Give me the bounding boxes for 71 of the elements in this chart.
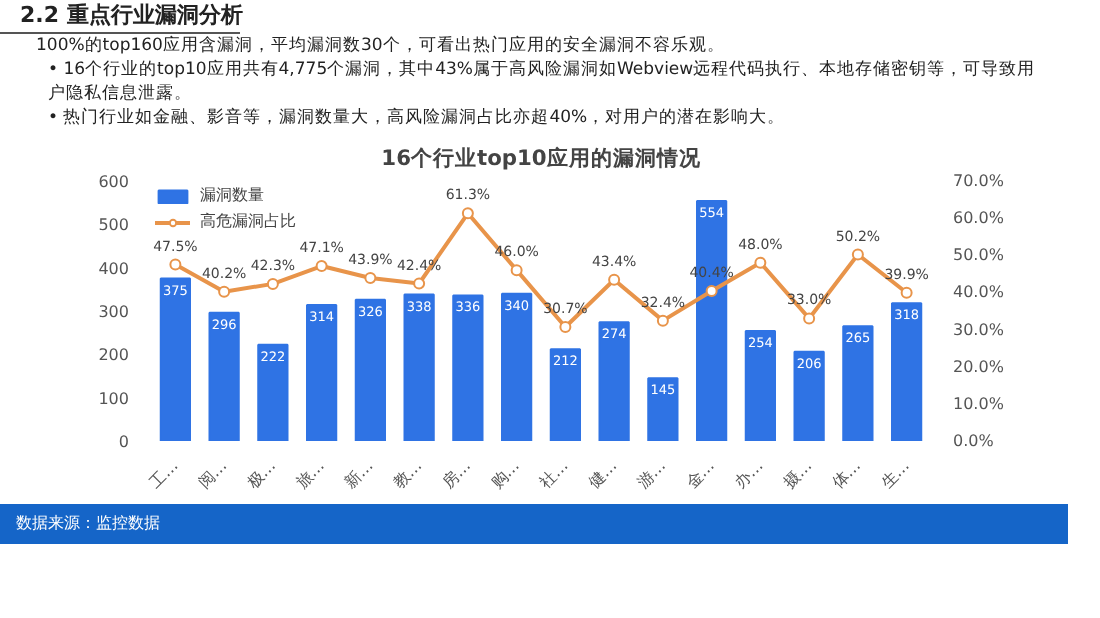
bar <box>501 293 533 442</box>
point <box>608 274 621 287</box>
text: • 16个行业的top10应用共有4,775个漏洞，其中43%属于高风险漏洞如Webview远程代码执行、本地存储密钥等，可导致用 <box>48 57 1036 82</box>
text: 2.2 重点行业漏洞分析 <box>20 0 243 32</box>
x-tick-label: 金… <box>682 457 718 493</box>
point <box>559 321 572 334</box>
point <box>266 278 279 291</box>
x-tick-label: 购… <box>487 457 523 493</box>
point <box>413 278 426 291</box>
text: 户隐私信息泄露。 <box>48 81 192 107</box>
bar <box>257 344 289 442</box>
point <box>851 249 864 262</box>
y-tick-label: 100 <box>98 390 130 409</box>
bar <box>549 348 581 442</box>
chart-title: 16个行业top10应用的漏洞情况 <box>381 145 703 172</box>
y2-tick-label: 60.0% <box>953 209 1005 228</box>
x-tick-label: 办… <box>731 457 767 493</box>
y2-tick-label: 0.0% <box>953 432 995 451</box>
x-tick-label: 教… <box>390 457 426 493</box>
x-tick-label: 游… <box>633 457 670 493</box>
point <box>364 272 377 285</box>
x-tick-label: 阅… <box>195 457 231 493</box>
y-tick-label: 400 <box>98 260 130 279</box>
point <box>510 264 523 277</box>
x-tick-label: 摄… <box>780 457 816 493</box>
text: • 热门行业如金融、影音等，漏洞数量大，高风险漏洞占比亦超40%，对用户的潜在影响大。 <box>48 106 786 131</box>
x-tick-label: 新… <box>341 457 377 493</box>
y-tick-label: 0 <box>118 433 130 452</box>
bar <box>793 351 825 442</box>
text: 100%的top160应用含漏洞，平均漏洞数30个，可看出热门应用的安全漏洞不容乐观。 <box>36 33 725 58</box>
bar <box>354 299 386 442</box>
y-tick-label: 500 <box>98 216 130 235</box>
y2-tick-label: 20.0% <box>953 358 1005 377</box>
x-tick-label: 社… <box>536 457 572 493</box>
y-tick-label: 600 <box>98 173 130 192</box>
x-tick-label: 生… <box>877 457 913 493</box>
bar <box>306 304 338 442</box>
y2-tick-label: 70.0% <box>953 172 1005 191</box>
bar <box>647 377 679 442</box>
y2-tick-label: 40.0% <box>953 283 1005 302</box>
bar <box>403 294 435 442</box>
y-tick-label: 200 <box>98 346 130 365</box>
bar <box>744 330 776 442</box>
x-tick-label: 健… <box>585 457 621 493</box>
y2-tick-label: 10.0% <box>953 395 1005 414</box>
legend-label: 漏洞数量 <box>200 184 264 207</box>
point <box>218 286 231 299</box>
x-tick-label: 极… <box>242 457 280 494</box>
source-note: 数据来源：监控数据 <box>16 512 160 536</box>
x-tick-label: 旅… <box>292 457 328 493</box>
bar <box>159 278 191 442</box>
point <box>754 257 767 270</box>
x-tick-label: 工… <box>146 457 182 493</box>
point <box>169 259 182 272</box>
point <box>705 285 718 298</box>
y-tick-label: 300 <box>98 303 130 322</box>
x-tick-label: 房… <box>438 457 475 493</box>
x-tick-label: 体… <box>828 457 865 493</box>
y2-tick-label: 50.0% <box>953 246 1005 265</box>
bar <box>598 321 630 442</box>
legend-label: 高危漏洞占比 <box>200 210 296 233</box>
point <box>900 287 913 300</box>
point <box>461 207 474 220</box>
point <box>803 312 816 325</box>
bar <box>452 294 484 442</box>
point <box>656 315 669 328</box>
point <box>315 260 328 273</box>
bar <box>842 325 874 442</box>
bar <box>891 302 923 442</box>
bar <box>208 312 240 442</box>
y2-tick-label: 30.0% <box>953 321 1005 340</box>
